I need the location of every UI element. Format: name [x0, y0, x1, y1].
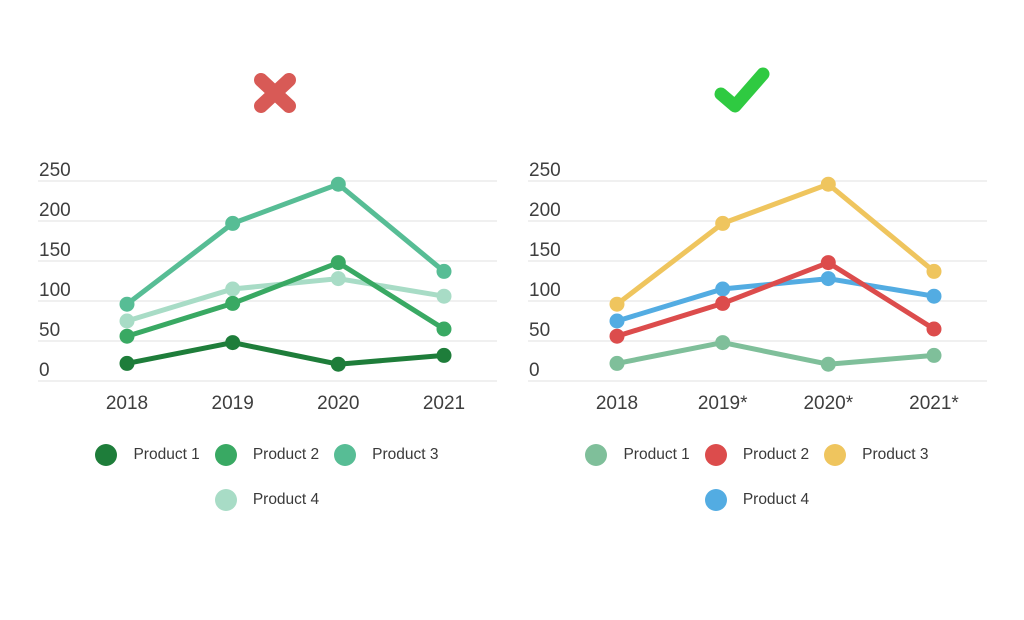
data-point [330, 255, 346, 271]
y-axis-tick-label: 250 [529, 160, 561, 181]
y-axis-tick-label: 200 [39, 200, 71, 221]
x-axis-tick-label: 2019* [698, 393, 748, 414]
data-point [820, 271, 836, 287]
data-point [715, 215, 731, 231]
y-axis-tick-label: 50 [529, 320, 550, 341]
data-point [609, 355, 625, 371]
legend-swatch [704, 489, 727, 511]
data-point [119, 313, 135, 329]
legend-row: Product 1 Product 2 Product 3 [585, 444, 929, 466]
data-point [436, 288, 452, 304]
data-point [715, 295, 731, 311]
data-point [926, 347, 942, 363]
series-line [614, 181, 937, 307]
data-point [609, 296, 625, 312]
data-point [330, 356, 346, 372]
legend-row: Product 4 [704, 489, 810, 511]
legend-item: Product 4 [214, 489, 320, 511]
data-point [609, 313, 625, 329]
data-point [225, 335, 241, 351]
data-point [926, 321, 942, 337]
legend-label: Product 1 [133, 446, 200, 463]
y-axis-tick-label: 150 [39, 240, 71, 261]
data-point [119, 328, 135, 344]
data-point [330, 176, 346, 192]
data-point [820, 176, 836, 192]
series-line [614, 259, 937, 339]
data-point [225, 215, 241, 231]
legend-label: Product 1 [623, 446, 690, 463]
bad-line-chart: 0 50 100 150 200 250 2018 2019 2020 2021 [36, 158, 498, 420]
legend-item: Product 1 [95, 444, 200, 466]
legend-item: Product 3 [824, 444, 929, 466]
data-point [820, 255, 836, 271]
data-point [715, 335, 731, 351]
legend-label: Product 2 [252, 446, 320, 463]
data-point [119, 296, 135, 312]
legend-swatch [214, 444, 237, 466]
legend-row: Product 4 [214, 489, 320, 511]
x-axis-tick-label: 2019 [212, 393, 254, 414]
legend-swatch [824, 444, 847, 466]
legend-swatch [214, 489, 237, 511]
check-mark-icon [713, 66, 771, 119]
legend-label: Product 3 [862, 446, 929, 463]
data-point [119, 355, 135, 371]
x-axis-tick-label: 2020* [803, 393, 853, 414]
data-point [436, 347, 452, 363]
series-line [124, 259, 447, 339]
data-point [436, 263, 452, 279]
data-point [609, 328, 625, 344]
legend-item: Product 3 [334, 444, 439, 466]
series-line [614, 340, 937, 367]
data-point [926, 288, 942, 304]
bad-chart-legend: Product 1 Product 2 Product 3 Product 4 [38, 444, 496, 511]
legend-label: Product 2 [742, 446, 810, 463]
x-axis-tick-label: 2018 [596, 393, 638, 414]
legend-label: Product 4 [252, 491, 320, 508]
data-point [436, 321, 452, 337]
series-line [124, 181, 447, 307]
x-axis-tick-label: 2021* [909, 393, 959, 414]
legend-swatch [585, 444, 608, 466]
x-axis-tick-label: 2018 [106, 393, 148, 414]
legend-item: Product 2 [704, 444, 810, 466]
legend-item: Product 2 [214, 444, 320, 466]
data-point [715, 281, 731, 297]
y-axis-tick-label: 100 [39, 280, 71, 301]
data-point [820, 356, 836, 372]
y-axis-tick-label: 200 [529, 200, 561, 221]
x-axis-tick-label: 2020 [317, 393, 359, 414]
y-axis-tick-label: 150 [529, 240, 561, 261]
series-line [124, 340, 447, 367]
line-chart-plot: 0 50 100 150 200 250 2018 2019 2020 2021 [38, 160, 497, 414]
legend-label: Product 4 [742, 491, 810, 508]
y-axis-tick-label: 250 [39, 160, 71, 181]
y-axis-tick-label: 0 [39, 360, 50, 381]
x-mark-icon [250, 69, 300, 122]
y-axis-tick-label: 0 [529, 360, 540, 381]
y-axis-tick-label: 100 [529, 280, 561, 301]
legend-swatch [95, 444, 118, 466]
good-line-chart: 0 50 100 150 200 250 2018 2019* 2020* 2021* [526, 158, 988, 420]
line-chart-plot: 0 50 100 150 200 250 2018 2019* 2020* 2021* [528, 160, 987, 414]
y-axis-tick-label: 50 [39, 320, 60, 341]
legend-row: Product 1 Product 2 Product 3 [95, 444, 439, 466]
legend-swatch [334, 444, 357, 466]
data-point [926, 263, 942, 279]
good-chart-legend: Product 1 Product 2 Product 3 Product 4 [528, 444, 986, 511]
legend-label: Product 3 [372, 446, 439, 463]
data-point [330, 271, 346, 287]
legend-item: Product 4 [704, 489, 810, 511]
x-axis-tick-label: 2021 [423, 393, 465, 414]
legend-item: Product 1 [585, 444, 690, 466]
legend-swatch [704, 444, 727, 466]
data-point [225, 281, 241, 297]
data-point [225, 295, 241, 311]
